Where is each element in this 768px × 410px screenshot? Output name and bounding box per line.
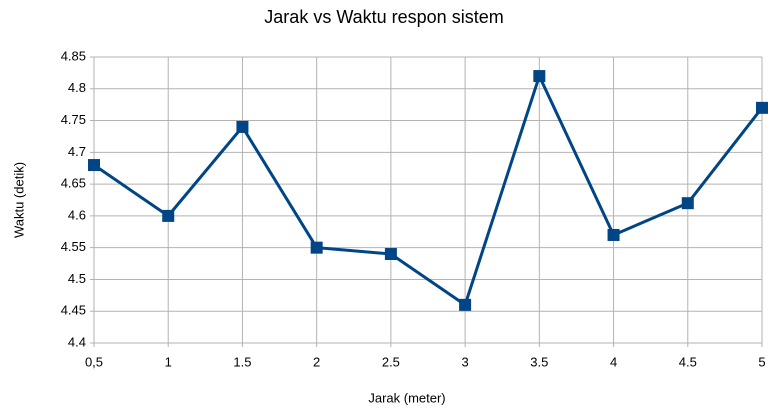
x-tick-label: 2 (313, 354, 320, 369)
x-tick-label: 0,5 (85, 354, 103, 369)
y-tick-label: 4.5 (68, 271, 86, 286)
marker (310, 241, 323, 254)
x-tick-label: 3 (461, 354, 468, 369)
marker (88, 159, 100, 172)
y-tick-label: 4.85 (61, 48, 86, 63)
x-tick-label: 3.5 (530, 354, 548, 369)
marker (533, 70, 546, 83)
y-tick-label: 4.45 (61, 303, 86, 318)
marker (681, 197, 694, 210)
marker (607, 228, 620, 241)
x-tick-label: 4 (610, 354, 617, 369)
x-tick-label: 1.5 (233, 354, 251, 369)
y-tick-label: 4.4 (68, 334, 86, 349)
x-tick-label: 4.5 (679, 354, 697, 369)
x-tick-label: 5 (758, 354, 765, 369)
y-tick-label: 4.6 (68, 207, 86, 222)
marker (459, 298, 472, 311)
marker (162, 209, 175, 222)
y-tick-label: 4.65 (61, 176, 86, 191)
chart-title: Jarak vs Waktu respon sistem (264, 7, 503, 27)
marker (236, 120, 249, 133)
y-tick-label: 4.75 (61, 112, 86, 127)
x-tick-label: 2.5 (382, 354, 400, 369)
y-tick-label: 4.8 (68, 80, 86, 95)
marker (756, 101, 768, 114)
y-tick-label: 4.7 (68, 144, 86, 159)
x-axis-label: Jarak (meter) (368, 390, 445, 405)
marker (384, 248, 397, 261)
y-axis-label: Waktu (detik) (11, 162, 26, 238)
y-tick-label: 4.55 (61, 239, 86, 254)
series-line (93, 74, 764, 307)
x-tick-label: 1 (165, 354, 172, 369)
